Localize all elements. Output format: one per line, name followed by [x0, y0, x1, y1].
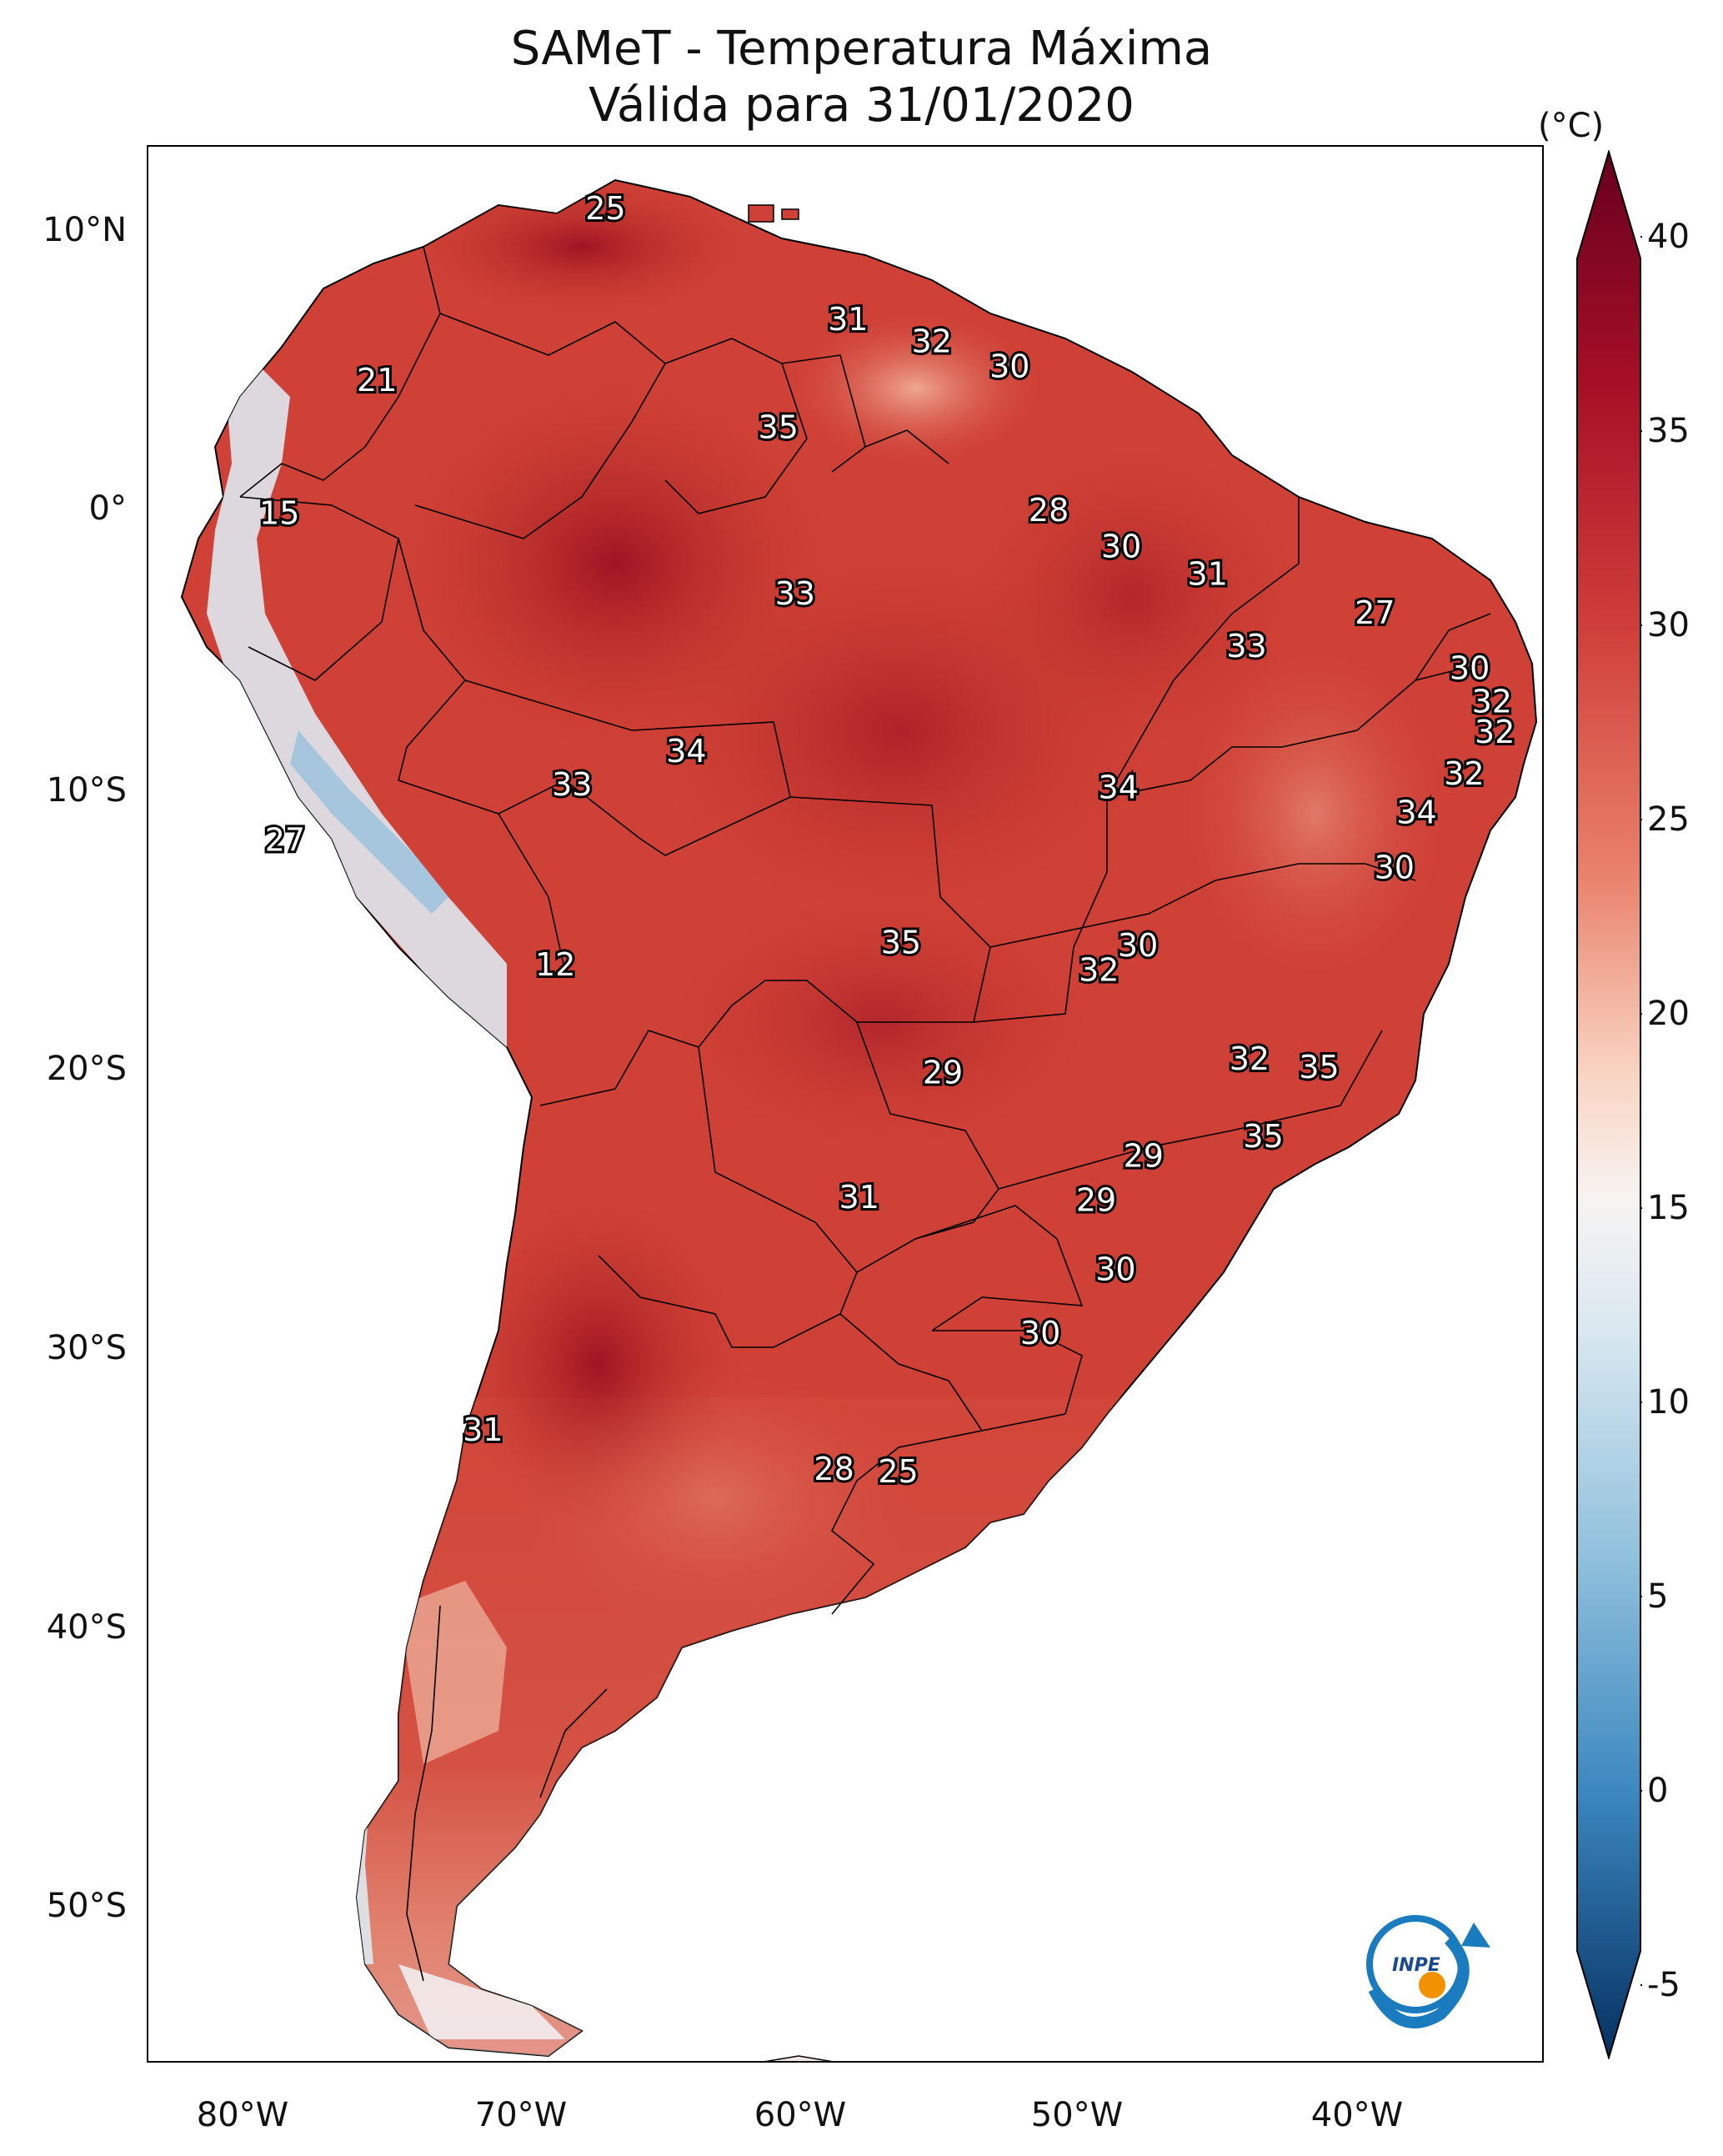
- lat-tick-40s: 40°S: [46, 1608, 127, 1647]
- colorbar-unit: (°C): [1538, 107, 1605, 145]
- lat-tick-10s: 10°S: [46, 771, 127, 810]
- lon-tick-50w: 50°W: [1030, 2096, 1124, 2134]
- colorbar-tick-10: 10: [1647, 1383, 1690, 1421]
- temperature-label: 27: [1355, 594, 1395, 631]
- temperature-label: 32: [912, 323, 952, 359]
- temperature-label: 28: [814, 1451, 854, 1487]
- lon-tick-80w: 80°W: [196, 2096, 289, 2134]
- temperature-label: 21: [357, 362, 397, 399]
- lon-tick-40w: 40°W: [1310, 2096, 1404, 2134]
- temperature-label: 30: [1118, 927, 1158, 964]
- temperature-label: 31: [1188, 556, 1228, 593]
- temperature-label: 29: [923, 1055, 963, 1091]
- temperature-label: 30: [1375, 850, 1415, 886]
- temperature-label: 31: [839, 1179, 879, 1216]
- temperature-label: 30: [1095, 1251, 1135, 1288]
- colorbar-tick-15: 15: [1647, 1189, 1690, 1227]
- lat-tick-30s: 30°S: [46, 1329, 127, 1367]
- temperature-label: 35: [1299, 1049, 1339, 1086]
- temperature-label: 35: [1243, 1118, 1283, 1155]
- temperature-label: 35: [759, 409, 799, 445]
- temperature-label: 30: [1101, 528, 1141, 564]
- colorbar-tick-25: 25: [1647, 800, 1690, 839]
- temperature-label: 28: [1029, 492, 1069, 529]
- temperature-label: 25: [585, 190, 625, 227]
- colorbar: [1576, 150, 1642, 2059]
- lat-tick-0: 0°: [88, 489, 127, 528]
- temperature-label: 30: [1450, 650, 1490, 687]
- colorbar-tick-40: 40: [1647, 218, 1690, 256]
- colorbar-tick-35: 35: [1647, 412, 1690, 450]
- inpe-logo: INPE: [1366, 1915, 1490, 2028]
- lat-tick-50s: 50°S: [46, 1887, 127, 1925]
- temperature-label: 34: [1396, 794, 1436, 830]
- temperature-label: 33: [1226, 628, 1266, 664]
- temperature-label: 31: [463, 1411, 503, 1448]
- temperature-label: 32: [1475, 714, 1515, 750]
- map-title: SAMeT - Temperatura Máxima: [510, 22, 1213, 76]
- temperature-label: 25: [878, 1453, 918, 1490]
- temperature-label: 34: [666, 733, 706, 770]
- temperature-label: 30: [1020, 1315, 1060, 1351]
- temperature-label: 33: [775, 575, 815, 612]
- country-borders: [239, 246, 1491, 1982]
- colorbar-tick-minus5: -5: [1647, 1966, 1680, 2004]
- colorbar-bar: [1576, 150, 1641, 2059]
- lat-tick-10n: 10°N: [43, 211, 127, 249]
- lon-tick-60w: 60°W: [754, 2096, 847, 2134]
- temperature-label: 30: [989, 348, 1029, 384]
- map-area: 25 21 31 32 30 35 15 28 30 31 33 27 33 30 32 32 34 33 34 32…: [147, 145, 1544, 2063]
- temperature-label: 35: [881, 924, 921, 960]
- colorbar-tick-30: 30: [1647, 606, 1690, 644]
- colorbar-tick-20: 20: [1647, 995, 1690, 1033]
- colorbar-tick-0: 0: [1647, 1772, 1669, 1810]
- colorbar-tick-5: 5: [1647, 1577, 1669, 1616]
- inpe-logo-text: INPE: [1392, 1955, 1440, 1976]
- lon-tick-70w: 70°W: [474, 2096, 568, 2134]
- temperature-label: 29: [1124, 1137, 1164, 1174]
- map-subtitle: Válida para 31/01/2020: [589, 78, 1134, 133]
- temperature-label: 34: [1099, 769, 1139, 805]
- islands: [748, 204, 833, 2061]
- temperature-label: 33: [552, 766, 592, 803]
- temperature-label: 12: [535, 946, 575, 983]
- temperature-label: 15: [259, 494, 299, 531]
- temperature-label: 29: [1076, 1182, 1116, 1219]
- lat-tick-20s: 20°S: [46, 1050, 127, 1088]
- temperature-label: 32: [1230, 1040, 1270, 1077]
- temperature-label: 32: [1472, 683, 1512, 720]
- temperature-label: 31: [828, 301, 868, 338]
- temperature-label: 32: [1444, 755, 1484, 792]
- temperature-label: 32: [1079, 952, 1119, 989]
- temperature-label: 27: [265, 822, 305, 859]
